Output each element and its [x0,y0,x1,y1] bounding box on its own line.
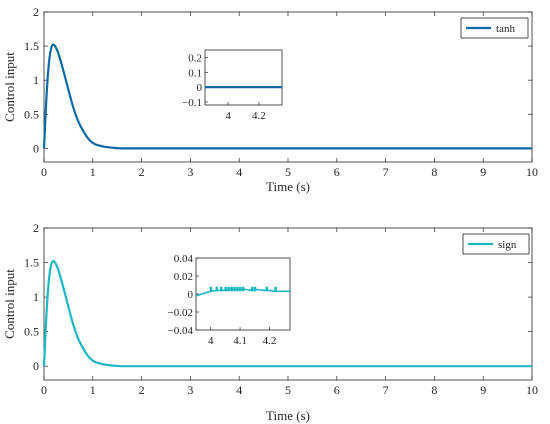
x-tick-label: 8 [431,383,437,397]
x-tick-label: 3 [187,165,193,179]
inset-chatter-spike [227,286,230,292]
inset-chatter-spike [250,286,254,292]
y-tick-label: 0 [33,141,39,155]
x-tick-label: 5 [285,383,291,397]
x-tick-label: 10 [526,383,538,397]
x-tick-label: 7 [383,383,389,397]
inset-chatter-spike [274,286,277,292]
inset-chatter-spike [236,286,239,292]
y-tick-label: 1.5 [24,39,39,53]
inset-x-tick-label: 4.2 [252,110,266,122]
y-axis-label: Control input [2,52,17,122]
x-tick-label: 1 [90,383,96,397]
chart-panel-2: 0 1 2 3 4 5 6 7 8 9 10 0 0.5 1 1.5 2 Time (s) Control inp… [2,221,538,423]
inset-y-tick-label: −0.04 [168,325,194,337]
y-tick-label: 1.5 [24,256,39,270]
inset-chatter-spike [224,286,227,292]
inset-chatter-spike [239,286,242,292]
inset-chatter-spike [253,286,257,292]
legend: tanh [460,17,529,39]
y-axis-label: Control input [2,269,17,339]
inset-chatter-spike [242,286,245,292]
x-tick-label: 9 [480,165,486,179]
x-tick-label: 10 [526,165,538,179]
x-tick-label: 7 [383,165,389,179]
legend-box [462,233,530,255]
inset-frame [204,49,283,106]
inset-chatter-spike [219,286,223,292]
x-tick-label: 8 [431,165,437,179]
series-line-sign [42,260,532,368]
legend: sign [462,233,530,255]
x-tick-label: 0 [41,383,47,397]
legend-label: tanh [496,23,515,35]
x-tick-label: 5 [285,165,291,179]
x-tick-label: 4 [236,383,242,397]
inset-x-tick-label: 4 [208,335,214,347]
x-tick-label: 1 [90,165,96,179]
y-tick-label: 1 [33,290,39,304]
inset-chatter-spike [215,286,219,292]
x-tick-label: 4 [236,165,242,179]
inset-plot: 4 4.1 4.2 0.04 0.02 0 −0.02 −0.04 [168,253,291,347]
x-tick-label: 6 [334,383,340,397]
inset-y-tick-label: 0 [197,82,203,94]
inset-y-tick-label: 0.2 [188,52,202,64]
x-tick-label: 3 [187,383,193,397]
inset-y-tick-label: −0.02 [168,307,193,319]
inset-y-tick-label: 0.1 [188,67,202,79]
inset-x-tick-label: 4.1 [233,335,247,347]
y-tick-label: 0.5 [24,325,39,339]
plot-area-frame [43,227,533,381]
y-tick-label: 1 [33,73,39,87]
y-tick-label: 0 [33,359,39,373]
inset-frame [195,257,291,331]
inset-chatter-spike [265,286,268,292]
y-tick-label: 2 [33,221,39,235]
x-tick-label: 9 [480,383,486,397]
series-line-tanh [42,43,532,150]
plot-area-frame [43,11,533,163]
x-tick-label: 6 [334,165,340,179]
inset-y-tick-label: 0.04 [174,253,194,265]
inset-chatter-spike [209,286,213,292]
inset-y-tick-label: 0 [188,289,194,301]
x-axis-label: Time (s) [266,408,310,423]
inset-chatter-spike [233,286,236,292]
chart-panel-1: 0 1 2 3 4 5 6 7 8 9 10 0 0.5 1 1.5 2 Time (s) Control inp… [2,5,538,194]
inset-plot: 4 4.2 0.2 0.1 0 −0.1 [182,49,283,122]
legend-label: sign [498,239,517,251]
legend-box [460,17,529,39]
inset-x-tick-label: 4.2 [263,335,277,347]
inset-x-tick-label: 4 [225,110,231,122]
y-tick-label: 0.5 [24,107,39,121]
inset-y-tick-label: −0.1 [182,97,202,109]
x-tick-label: 0 [41,165,47,179]
x-tick-label: 2 [139,165,145,179]
x-axis-label: Time (s) [266,179,310,194]
x-tick-label: 2 [139,383,145,397]
y-tick-label: 2 [33,5,39,19]
inset-y-tick-label: 0.02 [174,271,193,283]
inset-chatter-spike [230,286,233,292]
